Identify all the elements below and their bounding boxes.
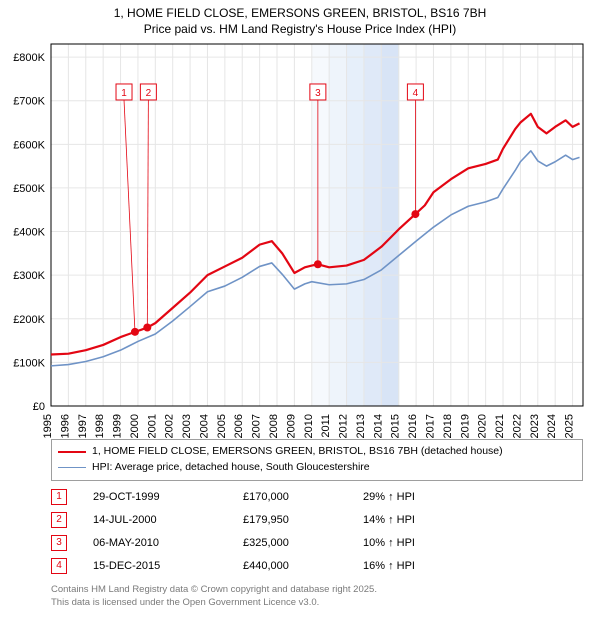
legend-item: 1, HOME FIELD CLOSE, EMERSONS GREEN, BRI… [58, 444, 576, 460]
sale-marker-box: 1 [51, 489, 67, 505]
sale-date: 29-OCT-1999 [67, 491, 243, 503]
figure: 1, HOME FIELD CLOSE, EMERSONS GREEN, BRI… [0, 0, 600, 620]
legend-label: HPI: Average price, detached house, Sout… [92, 460, 370, 476]
attribution-footer: Contains HM Land Registry data © Crown c… [51, 584, 377, 610]
sale-date: 15-DEC-2015 [67, 560, 243, 572]
svg-text:2013: 2013 [355, 414, 367, 438]
svg-text:2018: 2018 [442, 414, 454, 438]
svg-text:2012: 2012 [338, 414, 350, 438]
svg-text:2011: 2011 [320, 414, 332, 438]
legend: 1, HOME FIELD CLOSE, EMERSONS GREEN, BRI… [51, 439, 583, 481]
svg-text:£100K: £100K [13, 357, 45, 369]
sale-price: £170,000 [243, 491, 363, 503]
svg-text:2003: 2003 [181, 414, 193, 438]
chart-svg: £0£100K£200K£300K£400K£500K£600K£700K£80… [51, 44, 583, 440]
svg-text:2006: 2006 [233, 414, 245, 438]
svg-text:1995: 1995 [42, 414, 54, 438]
svg-text:£700K: £700K [13, 96, 45, 108]
sale-hpi: 29% ↑ HPI [363, 491, 561, 503]
svg-text:4: 4 [413, 88, 419, 99]
table-row: 2 14-JUL-2000 £179,950 14% ↑ HPI [51, 508, 561, 531]
svg-text:1999: 1999 [112, 414, 124, 438]
svg-text:2022: 2022 [511, 414, 523, 438]
svg-text:1998: 1998 [94, 414, 106, 438]
svg-text:2020: 2020 [477, 414, 489, 438]
title-line-1: 1, HOME FIELD CLOSE, EMERSONS GREEN, BRI… [0, 6, 600, 22]
svg-text:2002: 2002 [164, 414, 176, 438]
svg-text:2024: 2024 [546, 414, 558, 438]
footer-line-2: This data is licensed under the Open Gov… [51, 597, 377, 610]
svg-text:2016: 2016 [407, 414, 419, 438]
legend-item: HPI: Average price, detached house, Sout… [58, 460, 576, 476]
table-row: 4 15-DEC-2015 £440,000 16% ↑ HPI [51, 554, 561, 577]
legend-label: 1, HOME FIELD CLOSE, EMERSONS GREEN, BRI… [92, 444, 503, 460]
sale-marker-box: 2 [51, 512, 67, 528]
sale-hpi: 14% ↑ HPI [363, 514, 561, 526]
svg-text:2015: 2015 [390, 414, 402, 438]
sale-price: £179,950 [243, 514, 363, 526]
table-row: 3 06-MAY-2010 £325,000 10% ↑ HPI [51, 531, 561, 554]
svg-text:2005: 2005 [216, 414, 228, 438]
title-line-2: Price paid vs. HM Land Registry's House … [0, 22, 600, 38]
sale-date: 06-MAY-2010 [67, 537, 243, 549]
sale-hpi: 10% ↑ HPI [363, 537, 561, 549]
sale-date: 14-JUL-2000 [67, 514, 243, 526]
svg-text:£400K: £400K [13, 227, 45, 239]
svg-text:2021: 2021 [494, 414, 506, 438]
svg-text:£0: £0 [33, 401, 45, 413]
svg-text:2014: 2014 [372, 414, 384, 438]
chart-title: 1, HOME FIELD CLOSE, EMERSONS GREEN, BRI… [0, 0, 600, 37]
sale-price: £325,000 [243, 537, 363, 549]
sales-table: 1 29-OCT-1999 £170,000 29% ↑ HPI 2 14-JU… [51, 485, 561, 577]
svg-text:1: 1 [121, 88, 127, 99]
sale-marker-box: 4 [51, 558, 67, 574]
svg-text:3: 3 [315, 88, 321, 99]
svg-text:2023: 2023 [529, 414, 541, 438]
svg-text:£800K: £800K [13, 52, 45, 64]
svg-text:2019: 2019 [459, 414, 471, 438]
svg-text:£600K: £600K [13, 139, 45, 151]
svg-text:2010: 2010 [303, 414, 315, 438]
svg-text:1997: 1997 [77, 414, 89, 438]
svg-text:£500K: £500K [13, 183, 45, 195]
svg-text:2000: 2000 [129, 414, 141, 438]
svg-text:2009: 2009 [285, 414, 297, 438]
sale-hpi: 16% ↑ HPI [363, 560, 561, 572]
svg-text:2: 2 [146, 88, 152, 99]
sale-marker-box: 3 [51, 535, 67, 551]
legend-swatch-2 [58, 467, 86, 468]
table-row: 1 29-OCT-1999 £170,000 29% ↑ HPI [51, 485, 561, 508]
svg-text:2007: 2007 [251, 414, 263, 438]
footer-line-1: Contains HM Land Registry data © Crown c… [51, 584, 377, 597]
svg-text:2008: 2008 [268, 414, 280, 438]
svg-text:1996: 1996 [59, 414, 71, 438]
legend-swatch-1 [58, 451, 86, 453]
sale-price: £440,000 [243, 560, 363, 572]
svg-text:£200K: £200K [13, 314, 45, 326]
svg-text:2004: 2004 [198, 414, 210, 438]
svg-text:2017: 2017 [424, 414, 436, 438]
chart-area: £0£100K£200K£300K£400K£500K£600K£700K£80… [51, 44, 583, 406]
svg-text:£300K: £300K [13, 270, 45, 282]
svg-text:2001: 2001 [146, 414, 158, 438]
svg-text:2025: 2025 [564, 414, 576, 438]
